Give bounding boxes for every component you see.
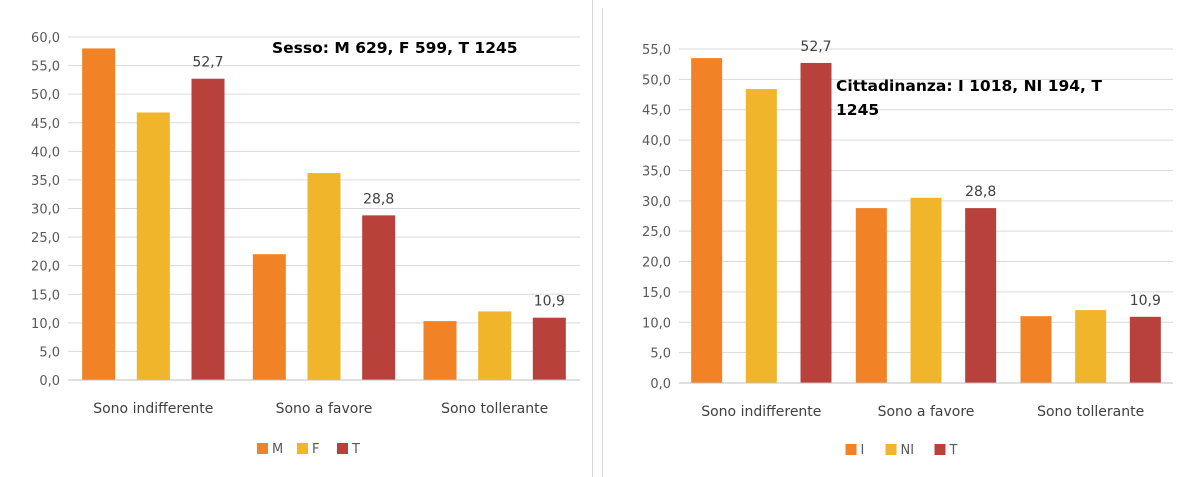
legend-label: F	[312, 442, 319, 457]
bar-f-3	[478, 311, 512, 380]
bar-t-1	[191, 78, 225, 381]
y-tick-label: 50,0	[642, 73, 671, 88]
y-tick-label: 30,0	[31, 203, 60, 218]
y-tick-label: 0,0	[39, 374, 60, 389]
category-label: Sono tollerante	[441, 401, 548, 417]
legend-label: M	[272, 442, 283, 457]
category-label: Sono a favore	[276, 401, 373, 417]
y-tick-label: 45,0	[31, 117, 60, 132]
bar-chart-sesso: 0,0 5,0 10,0 15,0 20,0 25,0 30,0 35,0 40,0 45,0 50…	[31, 31, 580, 457]
chart-title: 1245	[836, 101, 879, 119]
bar-f-1	[136, 112, 170, 381]
data-label: 28,8	[363, 191, 394, 207]
y-tick-label: 55,0	[31, 60, 60, 75]
category-label: Sono indifferente	[701, 404, 821, 420]
bar-t-3	[532, 317, 566, 380]
y-tick-label: 40,0	[642, 134, 671, 149]
y-tick-label: 60,0	[31, 31, 60, 46]
bar-t-3	[1129, 316, 1161, 383]
legend-swatch	[934, 444, 946, 455]
y-tick-label: 25,0	[31, 231, 60, 246]
data-label: 28,8	[965, 184, 996, 200]
bar-i-2	[855, 208, 887, 383]
y-tick-label: 35,0	[31, 174, 60, 189]
y-tick-label: 40,0	[31, 145, 60, 160]
y-tick-label: 10,0	[31, 317, 60, 332]
data-label: 10,9	[534, 294, 565, 310]
category-label: Sono indifferente	[93, 401, 213, 417]
y-tick-label: 35,0	[642, 164, 671, 179]
legend-label: NI	[901, 443, 915, 458]
y-tick-label: 5,0	[650, 347, 671, 362]
bar-chart-cittadinanza: 0,0 5,0 10,0 15,0 20,0 25,0 30,0 35,0 40,0 45,0 50…	[642, 39, 1173, 458]
chart-title: Cittadinanza: I 1018, NI 194, T	[836, 77, 1102, 95]
legend-swatch	[845, 444, 857, 455]
bar-m-3	[423, 321, 457, 380]
legend-swatch	[885, 444, 897, 455]
y-tick-label: 10,0	[642, 316, 671, 331]
data-label: 52,7	[800, 39, 831, 55]
chart-title: Sesso: M 629, F 599, T 1245	[272, 39, 518, 57]
chart-panel-cittadinanza: 0,0 5,0 10,0 15,0 20,0 25,0 30,0 35,0 40,0 45,0 50…	[602, 8, 1182, 477]
bar-f-2	[307, 173, 341, 380]
y-tick-label: 20,0	[31, 260, 60, 275]
y-tick-label: 50,0	[31, 88, 60, 103]
bar-i-1	[691, 58, 723, 383]
bar-i-3	[1020, 316, 1052, 383]
y-tick-label: 55,0	[642, 43, 671, 58]
y-tick-label: 20,0	[642, 256, 671, 271]
y-tick-label: 5,0	[39, 345, 60, 360]
bar-m-2	[252, 254, 286, 380]
bar-ni-2	[910, 197, 942, 383]
bar-t-1	[800, 62, 832, 383]
data-label: 52,7	[192, 55, 223, 71]
y-tick-label: 25,0	[642, 225, 671, 240]
legend-swatch	[257, 443, 268, 454]
bar-t-2	[965, 208, 997, 383]
category-label: Sono a favore	[878, 404, 975, 420]
data-label: 10,9	[1130, 293, 1161, 309]
legend-label: I	[861, 443, 865, 458]
y-tick-label: 45,0	[642, 104, 671, 119]
chart-panel-sesso: 0,0 5,0 10,0 15,0 20,0 25,0 30,0 35,0 40,0 45,0 50…	[31, 0, 593, 477]
y-tick-label: 15,0	[642, 286, 671, 301]
y-tick-label: 30,0	[642, 195, 671, 210]
bar-ni-1	[745, 89, 777, 383]
legend-label: T	[949, 443, 958, 458]
bar-m-1	[82, 48, 116, 380]
y-tick-label: 0,0	[650, 377, 671, 392]
legend-swatch	[337, 443, 348, 454]
legend-label: T	[351, 442, 360, 457]
bar-ni-3	[1075, 310, 1107, 383]
category-label: Sono tollerante	[1037, 404, 1144, 420]
y-tick-label: 15,0	[31, 288, 60, 303]
legend-swatch	[297, 443, 308, 454]
bar-t-2	[362, 215, 396, 380]
